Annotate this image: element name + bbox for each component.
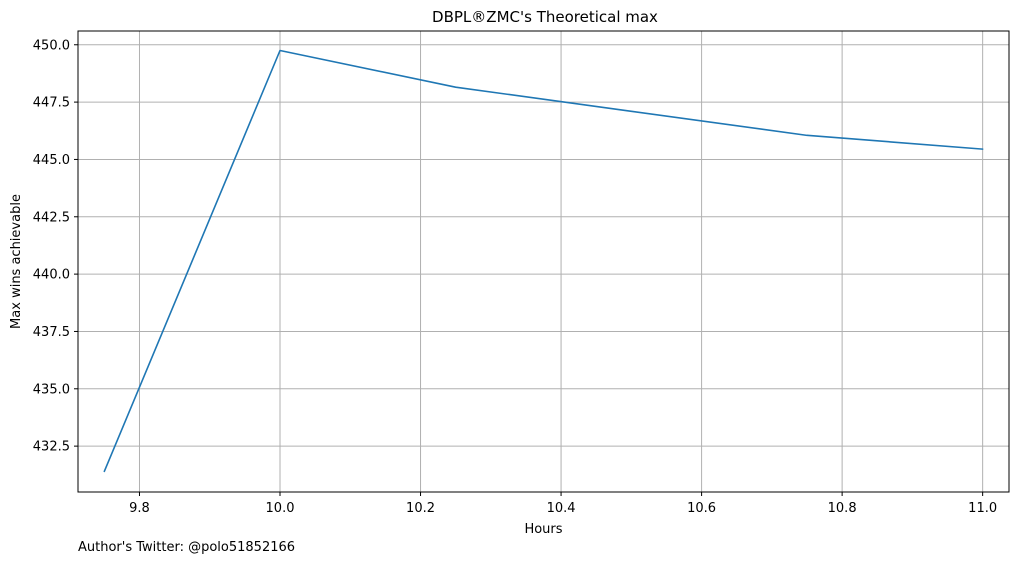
y-tick-label: 450.0 (33, 38, 70, 53)
y-tick-label: 437.5 (33, 325, 70, 340)
y-tick-label: 442.5 (33, 210, 70, 225)
x-tick-label: 11.0 (968, 501, 997, 516)
author-credit: Author's Twitter: @polo51852166 (78, 540, 295, 555)
x-tick-label: 10.8 (828, 501, 857, 516)
x-tick-label: 10.6 (687, 501, 716, 516)
y-tick-label: 435.0 (33, 382, 70, 397)
series-layer (103, 49, 984, 473)
plot-frame (77, 30, 1010, 493)
axis-ticks: 9.8 10.0 10.2 10.4 10.6 10.8 11.0 432.5 435.0 437… (33, 38, 997, 516)
x-tick-label: 10.0 (266, 501, 295, 516)
y-tick-label: 445.0 (33, 153, 70, 168)
series-line (103, 49, 984, 473)
x-tick-label: 10.4 (547, 501, 576, 516)
chart-title: DBPL®ZMC's Theoretical max (432, 8, 658, 26)
x-axis-label: Hours (524, 522, 562, 537)
y-tick-label: 432.5 (33, 440, 70, 455)
x-tick-label: 10.2 (406, 501, 435, 516)
x-tick-label: 9.8 (129, 501, 150, 516)
y-tick-label: 447.5 (33, 96, 70, 111)
y-axis-label: Max wins achievable (9, 194, 24, 329)
y-tick-label: 440.0 (33, 268, 70, 283)
grid-lines (78, 31, 1009, 492)
